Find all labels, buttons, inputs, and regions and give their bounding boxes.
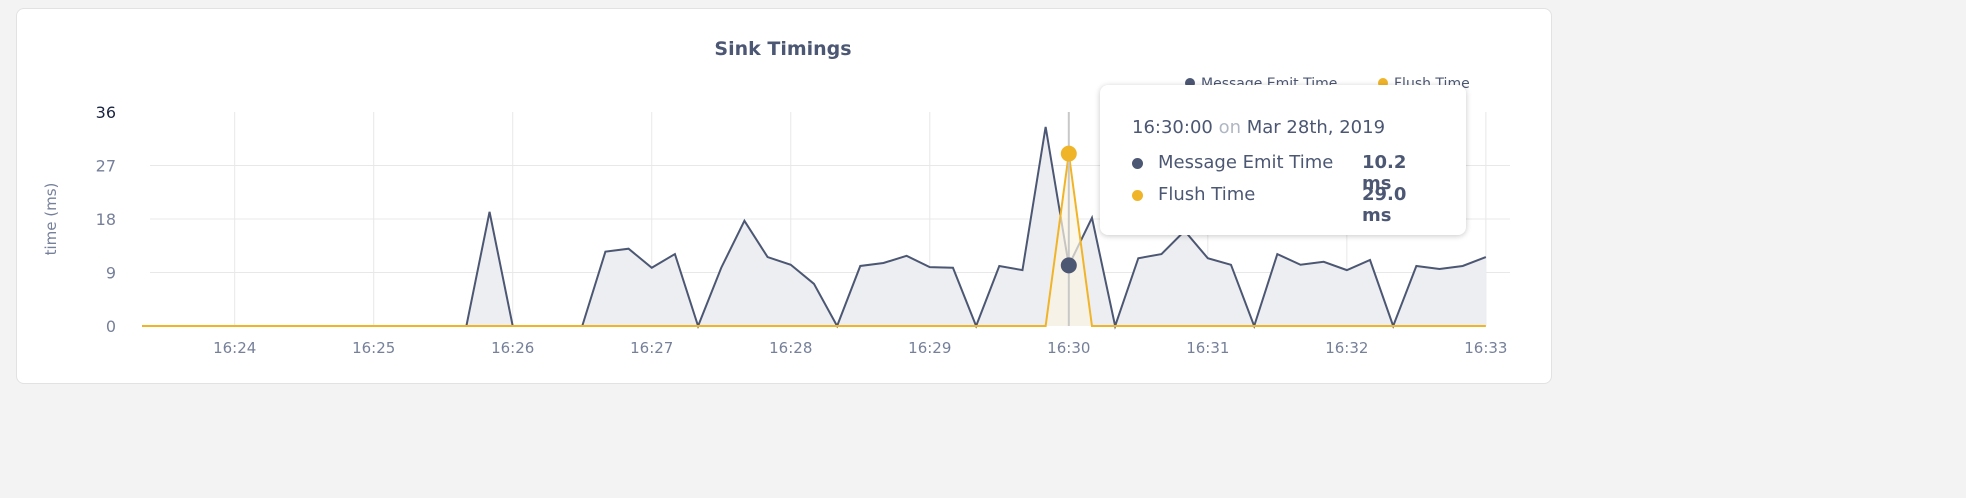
y-tick-label: 36	[96, 103, 116, 122]
x-tick-label: 16:31	[1186, 339, 1229, 357]
x-tick-label: 16:33	[1464, 339, 1507, 357]
y-tick-label: 9	[106, 264, 116, 283]
hover-point-0	[1060, 257, 1077, 274]
series-dot-icon	[1132, 158, 1143, 169]
tooltip-row-message: Message Emit Time 10.2 ms	[1132, 152, 1442, 194]
x-tick-label: 16:27	[630, 339, 673, 357]
tooltip-row-flush: Flush Time 29.0 ms	[1132, 184, 1442, 226]
tooltip: 16:30:00 on Mar 28th, 2019 Message Emit …	[1100, 85, 1466, 235]
series-line-1	[142, 153, 1486, 327]
chart-title: Sink Timings	[714, 38, 852, 60]
x-tick-label: 16:30	[1047, 339, 1090, 357]
x-tick-label: 16:29	[908, 339, 951, 357]
x-tick-label: 16:24	[213, 339, 256, 357]
x-tick-label: 16:28	[769, 339, 812, 357]
series-dot-icon	[1132, 190, 1143, 201]
tooltip-header: 16:30:00 on Mar 28th, 2019	[1132, 117, 1386, 138]
x-tick-label: 16:25	[352, 339, 395, 357]
legend-dot-icon	[1185, 78, 1195, 88]
y-axis-label: time (ms)	[42, 183, 60, 256]
x-tick-label: 16:26	[491, 339, 534, 357]
y-tick-label: 18	[96, 210, 116, 229]
y-tick-label: 27	[96, 157, 116, 176]
hover-point-1	[1060, 145, 1077, 162]
y-tick-label: 0	[106, 317, 116, 336]
series-area-0	[142, 126, 1486, 326]
x-tick-label: 16:32	[1325, 339, 1368, 357]
legend-dot-icon	[1378, 78, 1388, 88]
